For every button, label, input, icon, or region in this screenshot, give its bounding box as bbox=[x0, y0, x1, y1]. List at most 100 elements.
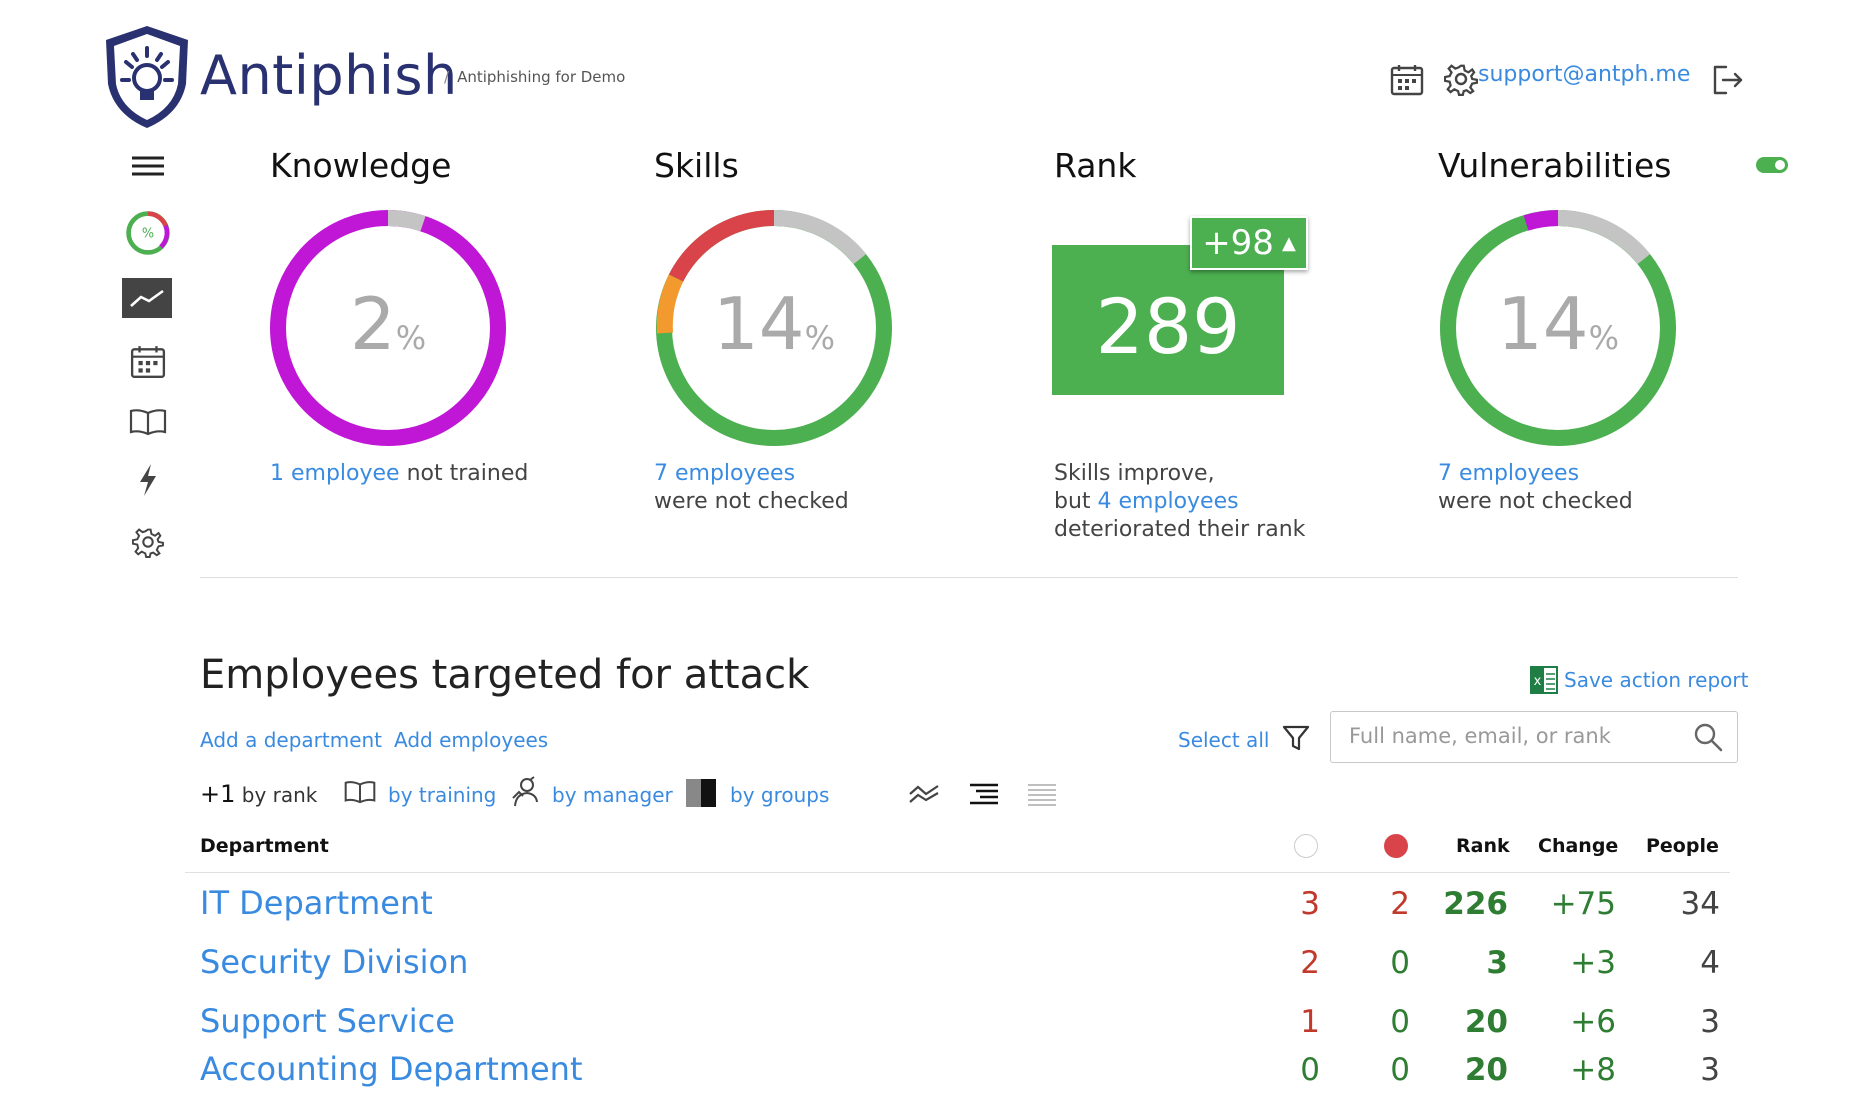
rank-filter-label: by rank bbox=[241, 783, 318, 807]
filter-by-groups[interactable]: by groups bbox=[730, 783, 830, 807]
people-cell: 3 bbox=[1700, 1052, 1720, 1088]
header-rank[interactable]: Rank bbox=[1456, 835, 1510, 857]
failed-count: 0 bbox=[1390, 945, 1410, 981]
knowledge-ring bbox=[268, 208, 508, 453]
header-department[interactable]: Department bbox=[200, 835, 329, 857]
menu-icon[interactable] bbox=[124, 146, 172, 186]
table-row[interactable]: Support Service 1 0 20 +6 3 bbox=[0, 998, 1859, 1056]
lightning-icon[interactable] bbox=[124, 460, 172, 500]
compact-list-icon[interactable] bbox=[968, 782, 1000, 811]
analytics-icon[interactable] bbox=[122, 278, 172, 318]
people-cell: 34 bbox=[1680, 886, 1720, 922]
section-title: Employees targeted for attack bbox=[200, 652, 810, 698]
rank-cell: 20 bbox=[1464, 1052, 1508, 1088]
breadcrumb: / Antiphishing for Demo bbox=[444, 68, 625, 86]
vulnerabilities-toggle[interactable] bbox=[1756, 157, 1788, 173]
rank-employees-link[interactable]: 4 employees bbox=[1097, 489, 1239, 514]
trend-view-icon[interactable] bbox=[908, 782, 940, 809]
excel-icon[interactable]: x bbox=[1530, 666, 1558, 699]
change-cell: +3 bbox=[1570, 945, 1616, 981]
add-department-link[interactable]: Add a department bbox=[200, 728, 383, 752]
rank-up-arrow-icon: ▲ bbox=[1281, 232, 1296, 254]
vulnerabilities-note-text: were not checked bbox=[1438, 489, 1633, 514]
add-employees-link[interactable]: Add employees bbox=[394, 728, 549, 752]
open-status-icon[interactable] bbox=[1294, 834, 1318, 858]
save-report-link[interactable]: Save action report bbox=[1564, 668, 1749, 692]
rank-note-line3: deteriorated their rank bbox=[1054, 517, 1306, 542]
brand-title: Antiphish bbox=[200, 44, 458, 107]
failed-count: 0 bbox=[1390, 1052, 1410, 1088]
search-input[interactable] bbox=[1331, 712, 1681, 760]
open-count: 0 bbox=[1300, 1052, 1320, 1088]
rank-value: 289 bbox=[1052, 245, 1284, 395]
skills-unit: % bbox=[804, 319, 836, 357]
search-icon[interactable] bbox=[1693, 722, 1723, 757]
department-name[interactable]: Accounting Department bbox=[200, 1050, 583, 1088]
open-count: 3 bbox=[1300, 886, 1320, 922]
search-box bbox=[1330, 711, 1738, 763]
rank-note-line1: Skills improve, bbox=[1054, 461, 1215, 486]
dashboard-icon[interactable]: % bbox=[124, 208, 172, 258]
select-all-link[interactable]: Select all bbox=[1178, 728, 1270, 752]
skills-value: 14% bbox=[654, 282, 894, 366]
gear-icon[interactable] bbox=[1443, 62, 1479, 101]
header-change[interactable]: Change bbox=[1538, 835, 1619, 857]
change-cell: +75 bbox=[1550, 886, 1616, 922]
department-name[interactable]: Support Service bbox=[200, 1002, 455, 1040]
vulnerabilities-note: 7 employees were not checked bbox=[1438, 460, 1633, 516]
vulnerabilities-title: Vulnerabilities bbox=[1438, 146, 1672, 185]
full-list-icon[interactable] bbox=[1026, 782, 1058, 811]
skills-number: 14 bbox=[712, 282, 805, 366]
open-count: 1 bbox=[1300, 1004, 1320, 1040]
skills-ring bbox=[654, 208, 894, 453]
book-icon[interactable] bbox=[124, 402, 172, 442]
logout-icon[interactable] bbox=[1712, 64, 1744, 101]
knowledge-note-text: not trained bbox=[406, 461, 529, 486]
filter-by-rank[interactable]: +1 by rank bbox=[200, 780, 317, 808]
calendar-icon[interactable] bbox=[1390, 64, 1424, 101]
change-cell: +8 bbox=[1570, 1052, 1616, 1088]
skills-note: 7 employees were not checked bbox=[654, 460, 849, 516]
filter-icon[interactable] bbox=[1282, 724, 1310, 757]
rank-note-prefix: but bbox=[1054, 489, 1098, 514]
knowledge-note: 1 employee not trained bbox=[270, 460, 528, 488]
table-row[interactable]: Security Division 2 0 3 +3 4 bbox=[0, 939, 1859, 997]
breadcrumb-org[interactable]: Antiphishing for Demo bbox=[457, 68, 626, 86]
department-name[interactable]: IT Department bbox=[200, 884, 433, 922]
rank-cell: 226 bbox=[1443, 886, 1508, 922]
vulnerabilities-ring bbox=[1438, 208, 1678, 453]
people-cell: 3 bbox=[1700, 1004, 1720, 1040]
settings-nav-icon[interactable] bbox=[124, 522, 172, 562]
open-count: 2 bbox=[1300, 945, 1320, 981]
calendar-nav-icon[interactable] bbox=[124, 342, 172, 382]
skills-note-text: were not checked bbox=[654, 489, 849, 514]
knowledge-employee-link[interactable]: 1 employee bbox=[270, 461, 400, 486]
manager-icon bbox=[510, 776, 540, 813]
brand-logo-icon[interactable] bbox=[100, 22, 194, 132]
people-cell: 4 bbox=[1700, 945, 1720, 981]
failed-count: 2 bbox=[1390, 886, 1410, 922]
table-row[interactable]: IT Department 3 2 226 +75 34 bbox=[0, 880, 1859, 938]
failed-count: 0 bbox=[1390, 1004, 1410, 1040]
vulnerabilities-value: 14% bbox=[1438, 282, 1678, 366]
groups-icon bbox=[686, 779, 716, 807]
rank-change-badge: +98 ▲ bbox=[1190, 216, 1308, 270]
vulnerabilities-unit: % bbox=[1588, 319, 1620, 357]
header-people[interactable]: People bbox=[1646, 835, 1719, 857]
filter-by-training[interactable]: by training bbox=[388, 783, 497, 807]
rank-cell: 20 bbox=[1464, 1004, 1508, 1040]
support-email-link[interactable]: support@antph.me bbox=[1478, 62, 1691, 87]
breadcrumb-separator: / bbox=[444, 68, 450, 86]
failed-status-icon[interactable] bbox=[1384, 834, 1408, 858]
filter-by-manager[interactable]: by manager bbox=[552, 783, 673, 807]
training-book-icon bbox=[344, 780, 376, 809]
table-row[interactable]: Accounting Department 0 0 20 +8 3 bbox=[0, 1046, 1859, 1104]
svg-text:x: x bbox=[1534, 674, 1542, 689]
department-name[interactable]: Security Division bbox=[200, 943, 469, 981]
skills-employees-link[interactable]: 7 employees bbox=[654, 461, 796, 486]
change-cell: +6 bbox=[1570, 1004, 1616, 1040]
rank-step-value: +1 bbox=[200, 780, 236, 808]
section-divider bbox=[200, 577, 1738, 578]
vulnerabilities-employees-link[interactable]: 7 employees bbox=[1438, 461, 1580, 486]
svg-text:%: % bbox=[142, 227, 154, 242]
